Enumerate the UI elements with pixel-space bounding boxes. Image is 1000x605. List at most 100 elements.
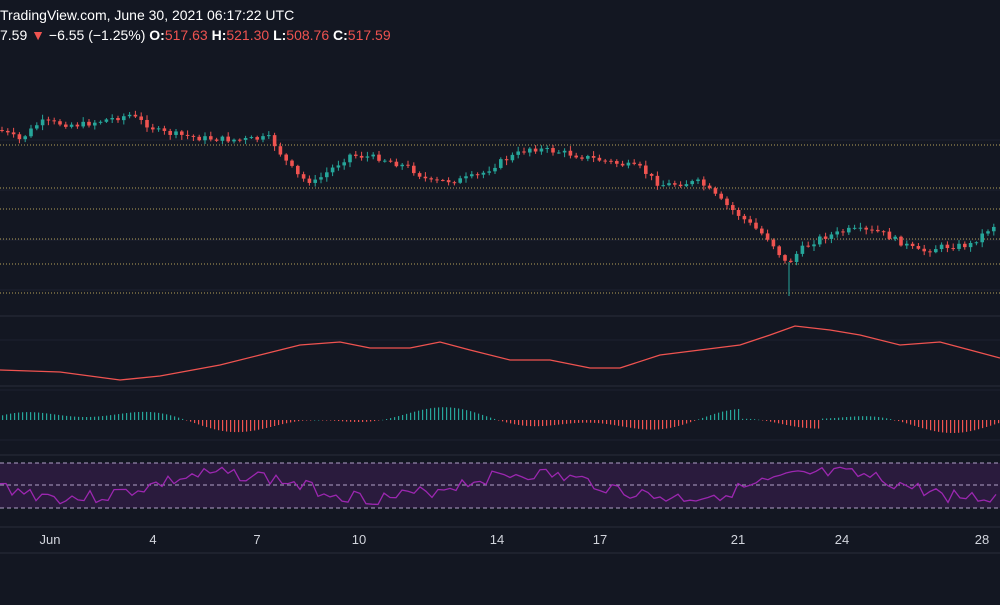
candle-body — [441, 180, 445, 182]
time-tick-label: 4 — [149, 532, 156, 547]
candle-body — [725, 198, 729, 206]
time-tick-label: 28 — [975, 532, 989, 547]
macd-bar — [446, 407, 448, 420]
macd-bar — [94, 416, 96, 420]
candle-body — [603, 160, 607, 162]
price-pane[interactable] — [0, 110, 996, 296]
candle-body — [145, 119, 149, 128]
macd-bar — [266, 420, 268, 428]
macd-bar — [942, 420, 944, 433]
macd-bar — [806, 420, 808, 429]
candle-body — [412, 165, 416, 174]
macd-bar — [914, 420, 916, 426]
macd-bar — [390, 418, 392, 420]
macd-bar — [258, 420, 260, 430]
low-label: L: — [273, 27, 287, 43]
rsi-pane — [0, 462, 1000, 509]
candle-body — [626, 162, 631, 166]
macd-bar — [102, 416, 104, 420]
macd-bar — [570, 420, 572, 424]
macd-bar — [722, 411, 724, 420]
macd-bar — [898, 420, 900, 422]
time-tick-label: 10 — [352, 532, 366, 547]
macd-bar — [870, 416, 872, 420]
candle-body — [905, 243, 909, 246]
macd-bar — [142, 411, 144, 420]
macd-bar — [542, 420, 544, 427]
candle-body — [499, 159, 503, 168]
macd-bar — [298, 420, 300, 422]
macd-bar — [698, 419, 700, 420]
candle-body — [562, 150, 567, 153]
macd-bar — [206, 420, 208, 428]
macd-bar — [878, 417, 880, 420]
chart-area[interactable]: Jun 4 7 10 14 17 21 24 28 — [0, 50, 1000, 600]
macd-bar — [742, 418, 744, 420]
macd-bar — [974, 420, 976, 431]
candle-body — [591, 156, 596, 158]
candle-body — [139, 116, 143, 120]
macd-bar — [518, 420, 520, 425]
macd-bar — [982, 420, 984, 429]
source-text: TradingView.com, June 30, 2021 06:17:22 … — [0, 7, 295, 23]
macd-bar — [798, 420, 800, 428]
candle-body — [122, 116, 126, 121]
candle-body — [423, 176, 428, 179]
macd-bar — [74, 416, 76, 420]
macd-bar — [618, 420, 620, 426]
macd-bar — [810, 420, 812, 429]
macd-bar — [882, 417, 884, 420]
candle-body — [284, 154, 288, 161]
candle-body — [0, 130, 4, 131]
macd-bar — [378, 420, 380, 421]
macd-bar — [858, 416, 860, 420]
candle-body — [493, 167, 497, 172]
macd-bar — [458, 408, 460, 420]
macd-bar — [826, 418, 828, 420]
macd-bar — [962, 420, 964, 433]
candle-body — [504, 159, 509, 161]
candle-body — [313, 179, 317, 183]
macd-bar — [886, 418, 888, 420]
macd-bar — [394, 417, 396, 420]
candle-body — [551, 148, 555, 153]
time-axis[interactable]: Jun 4 7 10 14 17 21 24 28 — [40, 532, 990, 547]
candle-body — [377, 154, 381, 161]
macd-bar — [662, 420, 664, 430]
candle-body — [180, 131, 184, 135]
candle-body — [64, 124, 68, 127]
chart-svg[interactable]: Jun 4 7 10 14 17 21 24 28 — [0, 50, 1000, 600]
macd-bar — [730, 409, 732, 420]
macd-bar — [746, 418, 748, 420]
macd-bar — [634, 420, 636, 429]
candle-body — [69, 124, 74, 127]
macd-bar — [994, 420, 996, 425]
macd-bar — [134, 412, 136, 420]
macd-bar — [250, 420, 252, 432]
macd-bar — [574, 420, 576, 424]
macd-bar — [26, 412, 28, 420]
candle-body — [104, 119, 109, 122]
triangle-down-icon: ▼ — [31, 27, 45, 43]
macd-bar — [326, 420, 328, 421]
macd-bar — [714, 413, 716, 420]
macd-bar — [234, 420, 236, 433]
macd-bar — [726, 410, 728, 420]
candle-body — [864, 227, 868, 230]
macd-bar — [658, 420, 660, 430]
macd-bar — [114, 414, 116, 420]
macd-bar — [522, 420, 524, 426]
macd-bar — [30, 412, 32, 420]
candle-body — [75, 124, 80, 127]
candle-body — [586, 156, 590, 159]
candle-body — [325, 172, 329, 178]
macd-bar — [626, 420, 628, 428]
macd-bar — [710, 415, 712, 420]
candle-body — [174, 131, 178, 135]
macd-bar — [310, 420, 312, 421]
candle-body — [98, 121, 103, 123]
macd-bar — [14, 412, 16, 420]
chart-header: TradingView.com, June 30, 2021 06:17:22 … — [0, 0, 1000, 50]
candle-body — [609, 160, 613, 162]
candle-body — [435, 179, 439, 181]
